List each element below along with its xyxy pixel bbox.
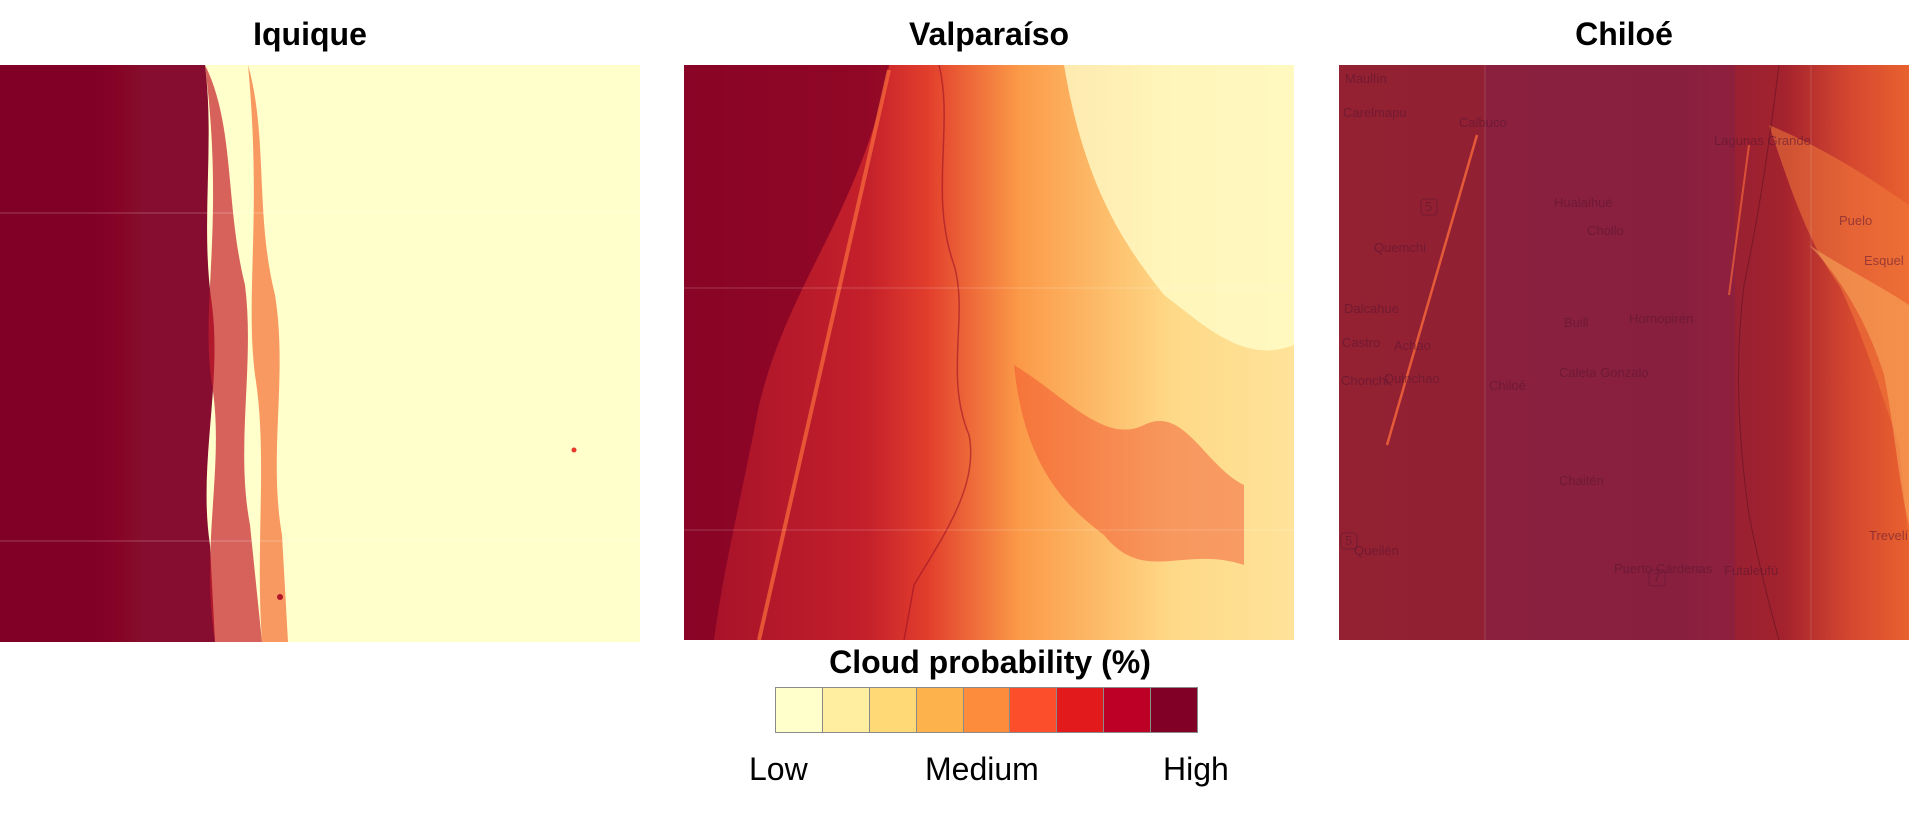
legend-swatch-5 [963, 688, 1011, 732]
chiloe-map-label: Achao [1394, 338, 1431, 353]
chiloe-map-label: Chiloé [1489, 378, 1526, 393]
legend-swatch-1 [776, 688, 823, 732]
chiloe-map-label: Lagunas Grande [1714, 133, 1811, 148]
chiloe-map-label: Trevelín [1869, 528, 1909, 543]
chiloe-map-label: Quinchao [1384, 371, 1440, 386]
legend-title: Cloud probability (%) [829, 644, 1151, 680]
chiloe-cloud-map: Maullín Carelmapu Calbuco Lagunas Grande Pue… [1339, 65, 1909, 640]
chiloe-map-label: Quemchi [1374, 240, 1426, 255]
legend-medium-label: Medium [925, 751, 1039, 787]
legend-high-label: High [1163, 751, 1229, 787]
chiloe-map-label: Chollo [1587, 223, 1624, 238]
chiloe-map-label: Carelmapu [1343, 105, 1407, 120]
chiloe-map-label: Chonchi [1341, 373, 1389, 388]
chiloe-map-label: Futaleufú [1724, 563, 1778, 578]
legend-swatch-8 [1104, 688, 1152, 732]
chiloe-map-label: Calbuco [1459, 115, 1507, 130]
chiloe-map-label: Puerto Cárdenas [1614, 561, 1713, 576]
map-panel-valparaiso [684, 65, 1294, 640]
svg-text:5: 5 [1425, 199, 1432, 214]
legend-swatch-6 [1010, 688, 1058, 732]
legend-low-label: Low [749, 751, 808, 787]
chiloe-map-label: Maullín [1345, 71, 1387, 86]
chiloe-map-label: Castro [1342, 335, 1380, 350]
svg-text:7: 7 [1653, 570, 1660, 585]
map-panel-iquique [0, 65, 640, 642]
legend-color-bar [775, 687, 1198, 733]
legend-swatch-4 [916, 688, 964, 732]
legend-swatch-2 [822, 688, 870, 732]
chiloe-map-label: Hualaihué [1554, 195, 1613, 210]
chiloe-map-label: Caleta Gonzalo [1559, 365, 1649, 380]
map-panel-chiloe: Maullín Carelmapu Calbuco Lagunas Grande Pue… [1339, 65, 1909, 640]
valparaiso-cloud-map [684, 65, 1294, 640]
chiloe-map-label: Puelo [1839, 213, 1872, 228]
chiloe-map-label: Buill [1564, 315, 1589, 330]
chiloe-map-label: Dalcahue [1344, 301, 1399, 316]
panel-title-valparaiso: Valparaíso [908, 16, 1070, 52]
chiloe-map-label: Hornopirén [1629, 311, 1693, 326]
legend-swatch-3 [869, 688, 917, 732]
panel-title-chiloe: Chiloé [1575, 16, 1673, 52]
route-shield-icon: 5 [1340, 532, 1358, 550]
chiloe-map-label: Queilén [1354, 543, 1399, 558]
iquique-cloud-map [0, 65, 640, 642]
legend-swatch-9 [1151, 688, 1198, 732]
route-shield-icon: 7 [1648, 569, 1666, 587]
panel-title-iquique: Iquique [253, 16, 367, 52]
chiloe-map-label: Chaitén [1559, 473, 1604, 488]
chiloe-map-label: Esquel [1864, 253, 1904, 268]
route-shield-icon: 5 [1420, 198, 1438, 216]
svg-text:5: 5 [1345, 533, 1352, 548]
legend-swatch-7 [1057, 688, 1105, 732]
